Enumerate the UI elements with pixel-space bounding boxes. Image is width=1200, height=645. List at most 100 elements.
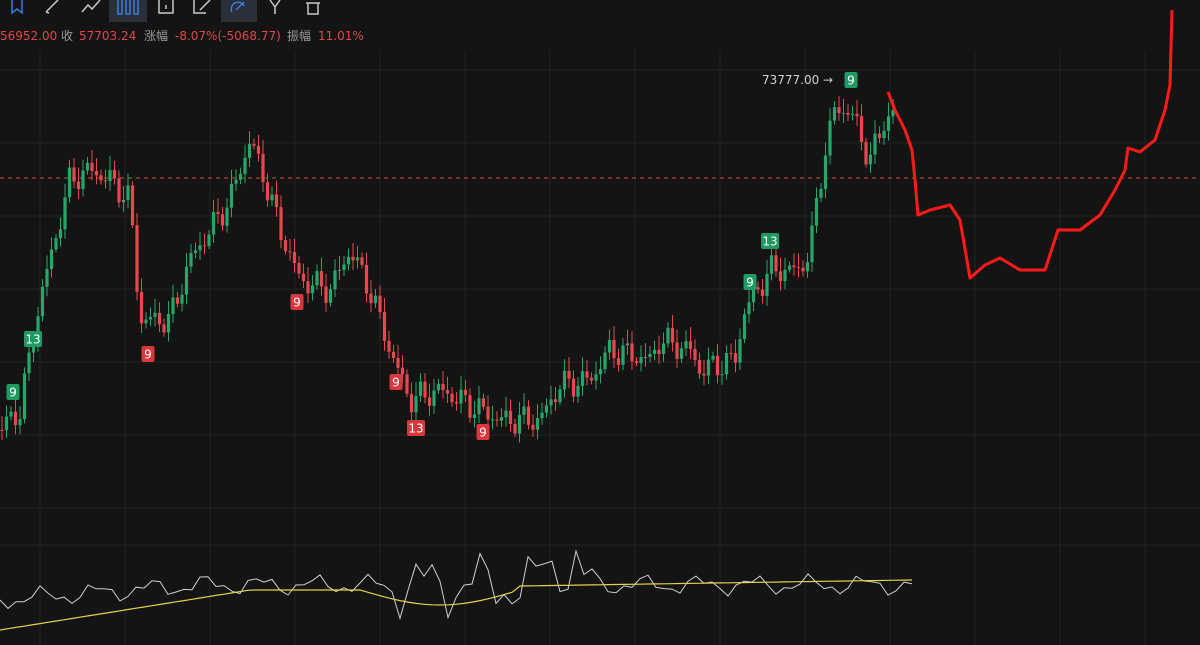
candle-body <box>706 359 711 376</box>
candle-body <box>58 229 63 239</box>
td-marker <box>743 274 757 290</box>
candle-body <box>180 294 184 304</box>
high-label: 73777.00 <box>762 73 819 87</box>
candle-body <box>297 263 301 274</box>
candle-body <box>472 414 477 418</box>
td-marker-label: 9 <box>847 74 855 88</box>
candle-body <box>805 262 810 272</box>
trash-icon[interactable] <box>306 2 320 15</box>
candle-body <box>558 389 562 403</box>
candle-body <box>436 383 441 391</box>
candle-body <box>81 170 85 190</box>
candle-icon[interactable] <box>117 0 139 15</box>
candle-body <box>328 289 333 303</box>
candle-body <box>99 175 103 181</box>
td-marker-label: 9 <box>746 276 754 290</box>
change-label: 涨幅 <box>144 28 168 43</box>
candle-body <box>247 143 252 158</box>
candle-body <box>580 371 585 386</box>
candle-body <box>423 381 427 398</box>
candle-body <box>675 342 679 359</box>
candle-body <box>274 194 279 208</box>
candle-body <box>855 113 859 117</box>
candle-body <box>418 381 423 397</box>
candle-body <box>531 424 535 430</box>
candle-body <box>166 313 171 333</box>
candle-body <box>841 112 846 114</box>
magnet-icon[interactable] <box>230 1 245 13</box>
toolbar <box>11 0 320 22</box>
td-marker-label: 9 <box>479 426 487 440</box>
candle-body <box>441 383 445 391</box>
candle-body <box>112 169 117 179</box>
candle-body <box>504 410 508 418</box>
candle-body <box>369 293 373 304</box>
candle-body <box>693 348 697 360</box>
candle-body <box>319 271 324 287</box>
candle-body <box>585 371 589 378</box>
candle-body <box>801 267 805 272</box>
td-marker <box>761 233 779 249</box>
candle-body <box>747 302 751 315</box>
td-marker-label: 9 <box>293 296 301 310</box>
candle-body <box>171 297 175 314</box>
candle-body <box>324 286 328 303</box>
candle-body <box>342 264 346 270</box>
candle-body <box>387 340 391 352</box>
candle-body <box>414 396 418 413</box>
candle-body <box>571 378 576 397</box>
candle-body <box>625 343 630 346</box>
ruler-icon[interactable] <box>45 0 59 14</box>
candle-body <box>76 181 81 190</box>
candle-body <box>243 157 247 174</box>
candle-body <box>715 355 720 376</box>
candle-body <box>265 182 270 201</box>
candle-body <box>486 406 490 420</box>
filter-icon[interactable] <box>269 0 281 14</box>
candle-body <box>711 355 715 360</box>
candle-body <box>351 256 355 261</box>
td-marker-label: 9 <box>9 386 17 400</box>
candle-body <box>549 399 553 406</box>
candle-body <box>499 417 504 421</box>
active-tab[interactable] <box>221 0 257 22</box>
box-icon[interactable] <box>158 0 174 14</box>
candle-body <box>553 399 558 403</box>
candle-body <box>67 167 72 198</box>
trend-icon[interactable] <box>81 0 101 13</box>
note-icon[interactable] <box>193 0 211 14</box>
candle-body <box>567 370 571 379</box>
candle-body <box>859 116 864 143</box>
bookmark-icon[interactable] <box>11 0 23 15</box>
candle-body <box>630 343 634 362</box>
candle-body <box>85 162 90 171</box>
candle-body <box>607 340 612 353</box>
candle-body <box>211 211 216 235</box>
candle-body <box>198 245 202 251</box>
candle-body <box>175 297 180 304</box>
candle-body <box>72 167 76 182</box>
candle-body <box>396 358 400 368</box>
candle-body <box>765 273 769 296</box>
candle-body <box>819 188 823 198</box>
high-arrow: → <box>823 73 833 87</box>
candle-body <box>193 250 198 254</box>
active-tab[interactable] <box>109 0 147 22</box>
candle-body <box>796 267 801 269</box>
candle-body <box>450 393 454 403</box>
candle-body <box>540 412 544 419</box>
candle-body <box>40 286 45 317</box>
candle-body <box>27 352 31 374</box>
candle-body <box>90 162 94 172</box>
candle-body <box>882 130 886 139</box>
candle-body <box>648 353 652 357</box>
candle-body <box>544 405 549 413</box>
candle-body <box>229 183 234 208</box>
candle-body <box>256 145 261 154</box>
indicator <box>0 549 913 631</box>
candle-body <box>724 353 729 375</box>
candle-body <box>459 389 463 404</box>
candle-body <box>621 345 625 365</box>
